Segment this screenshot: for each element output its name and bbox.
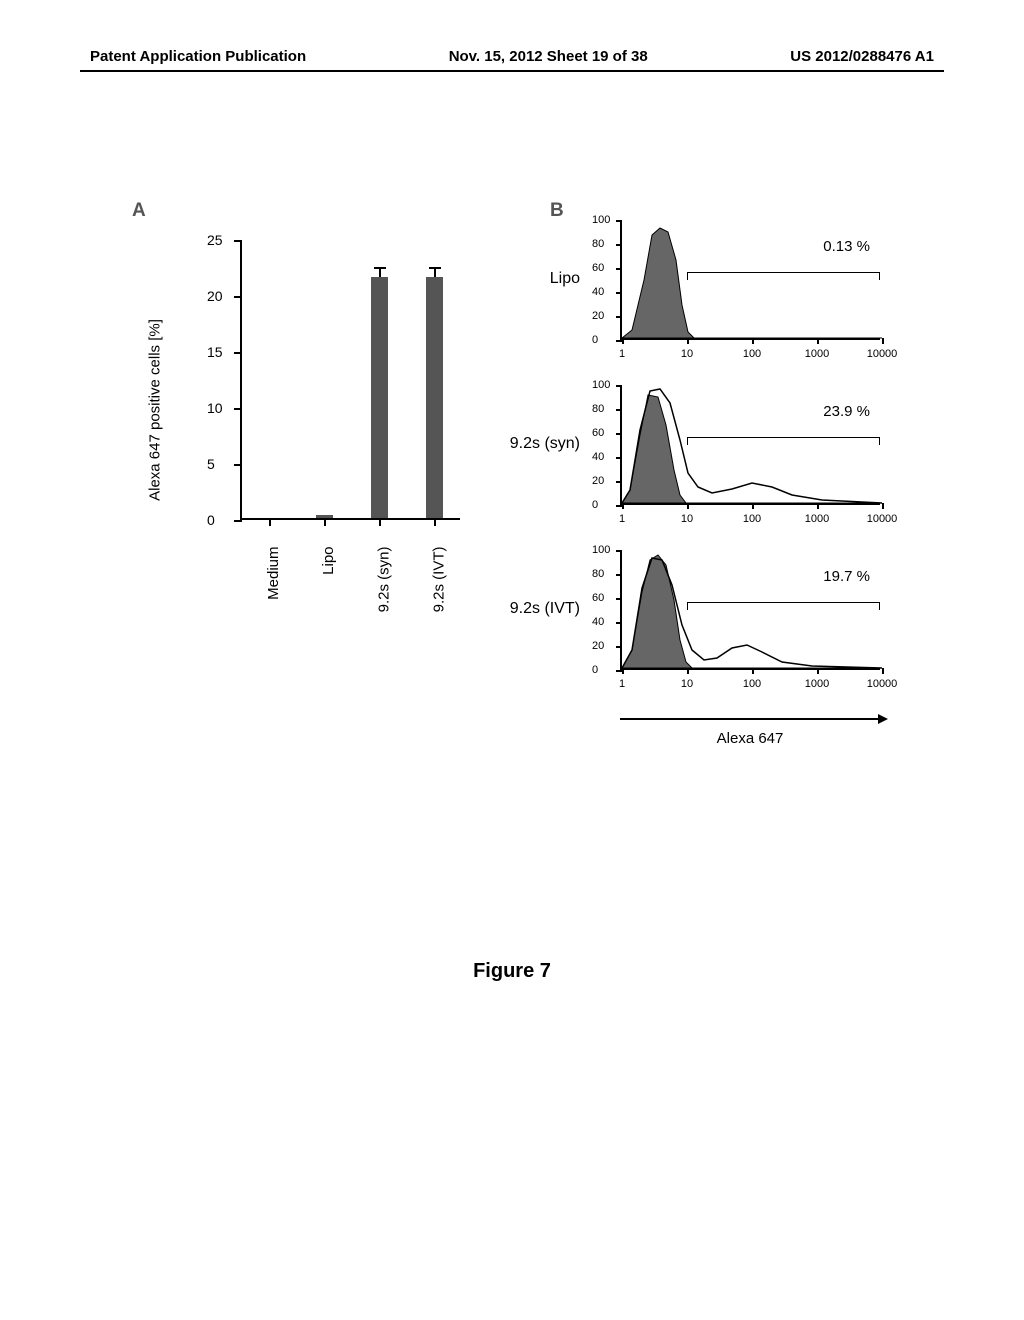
histogram-xtick-label: 10 xyxy=(681,678,693,690)
bar xyxy=(371,277,389,518)
panel-b-label: B xyxy=(550,200,564,222)
bar-xtick xyxy=(269,518,271,526)
bar xyxy=(426,277,444,518)
histogram-ytick-label: 40 xyxy=(592,616,604,628)
histogram-ytick-label: 60 xyxy=(592,427,604,439)
figure-caption: Figure 7 xyxy=(0,960,1024,983)
histogram-ytick-label: 100 xyxy=(592,214,610,226)
bar-ytick-label: 5 xyxy=(207,456,215,472)
bar-ytick-label: 0 xyxy=(207,512,215,528)
panel-a-label: A xyxy=(132,200,146,222)
histogram-row: Lipo0204060801001101001000100000.13 % xyxy=(550,220,910,375)
histogram-xtick-label: 10 xyxy=(681,348,693,360)
histograms-container: Lipo0204060801001101001000100000.13 %9.2… xyxy=(550,220,910,715)
histogram-xaxis-arrow xyxy=(620,718,880,720)
histogram-ytick-label: 0 xyxy=(592,334,598,346)
bar-xlabel: 9.2s (IVT) xyxy=(430,547,447,613)
error-bar xyxy=(434,269,436,277)
header-right: US 2012/0288476 A1 xyxy=(790,48,934,65)
histogram-row: 9.2s (syn)02040608010011010010001000023.… xyxy=(550,385,910,540)
histogram-xtick-label: 10000 xyxy=(867,513,898,525)
bar-ytick-label: 25 xyxy=(207,232,223,248)
histogram-row: 9.2s (IVT)02040608010011010010001000019.… xyxy=(550,550,910,705)
bar-xtick xyxy=(379,518,381,526)
histogram-ytick-label: 0 xyxy=(592,499,598,511)
header-divider xyxy=(80,70,944,72)
histogram-ytick-label: 80 xyxy=(592,568,604,580)
histogram-ytick-label: 20 xyxy=(592,640,604,652)
error-bar xyxy=(379,269,381,277)
histogram-xtick-label: 1 xyxy=(619,513,625,525)
histogram-xtick xyxy=(882,668,884,674)
histogram-xtick xyxy=(882,338,884,344)
histogram-plot: 02040608010011010010001000019.7 % xyxy=(620,550,880,670)
bar-ytick xyxy=(234,520,242,522)
error-cap xyxy=(374,267,386,269)
histogram-label: 9.2s (IVT) xyxy=(480,600,580,618)
histogram-xtick-label: 1 xyxy=(619,678,625,690)
histogram-xtick-label: 100 xyxy=(743,348,761,360)
bar-ytick-label: 15 xyxy=(207,344,223,360)
bar-ytick xyxy=(234,352,242,354)
bar-ytick xyxy=(234,464,242,466)
bar-chart: Alexa 647 positive cells [%] 0510152025M… xyxy=(180,240,470,580)
histogram-ytick-label: 40 xyxy=(592,286,604,298)
bar-xlabel: Lipo xyxy=(320,547,337,575)
bar-plot: 0510152025MediumLipo9.2s (syn)9.2s (IVT) xyxy=(240,240,460,520)
histogram-ytick-label: 100 xyxy=(592,544,610,556)
histogram-xaxis-label: Alexa 647 xyxy=(620,730,880,747)
histogram-label: 9.2s (syn) xyxy=(480,435,580,453)
histogram-xtick-label: 100 xyxy=(743,513,761,525)
histogram-xtick-label: 10000 xyxy=(867,348,898,360)
histogram-percent: 0.13 % xyxy=(823,238,870,255)
histogram-xtick xyxy=(882,503,884,509)
histogram-gate xyxy=(687,602,880,610)
histogram-plot: 02040608010011010010001000023.9 % xyxy=(620,385,880,505)
histogram-ytick-label: 0 xyxy=(592,664,598,676)
histogram-xtick-label: 10 xyxy=(681,513,693,525)
bar-xtick xyxy=(324,518,326,526)
histogram-label: Lipo xyxy=(480,270,580,288)
header-left: Patent Application Publication xyxy=(90,48,306,65)
bar-xlabel: Medium xyxy=(265,547,282,600)
histogram-ytick-label: 80 xyxy=(592,403,604,415)
histogram-ytick-label: 40 xyxy=(592,451,604,463)
histogram-percent: 23.9 % xyxy=(823,403,870,420)
histogram-ytick-label: 60 xyxy=(592,262,604,274)
header-center: Nov. 15, 2012 Sheet 19 of 38 xyxy=(449,48,648,65)
histogram-gate xyxy=(687,437,880,445)
error-cap xyxy=(429,267,441,269)
histogram-ytick-label: 60 xyxy=(592,592,604,604)
histogram-xtick-label: 100 xyxy=(743,678,761,690)
bar-xlabel: 9.2s (syn) xyxy=(375,547,392,613)
figure-area: A Alexa 647 positive cells [%] 051015202… xyxy=(130,200,910,850)
histogram-ytick-label: 20 xyxy=(592,475,604,487)
histogram-xtick-label: 1000 xyxy=(805,678,829,690)
histogram-ytick-label: 20 xyxy=(592,310,604,322)
bar-ytick-label: 20 xyxy=(207,288,223,304)
histogram-gate xyxy=(687,272,880,280)
bar-yaxis-label: Alexa 647 positive cells [%] xyxy=(147,319,164,501)
histogram-xtick-label: 1 xyxy=(619,348,625,360)
bar-ytick xyxy=(234,240,242,242)
bar-ytick-label: 10 xyxy=(207,400,223,416)
page-header: Patent Application Publication Nov. 15, … xyxy=(0,48,1024,65)
histogram-ytick-label: 80 xyxy=(592,238,604,250)
histogram-xtick-label: 10000 xyxy=(867,678,898,690)
bar-ytick xyxy=(234,408,242,410)
bar-ytick xyxy=(234,296,242,298)
histogram-xtick-label: 1000 xyxy=(805,513,829,525)
histogram-ytick-label: 100 xyxy=(592,379,610,391)
histogram-plot: 0204060801001101001000100000.13 % xyxy=(620,220,880,340)
bar-xtick xyxy=(434,518,436,526)
histogram-percent: 19.7 % xyxy=(823,568,870,585)
histogram-xtick-label: 1000 xyxy=(805,348,829,360)
